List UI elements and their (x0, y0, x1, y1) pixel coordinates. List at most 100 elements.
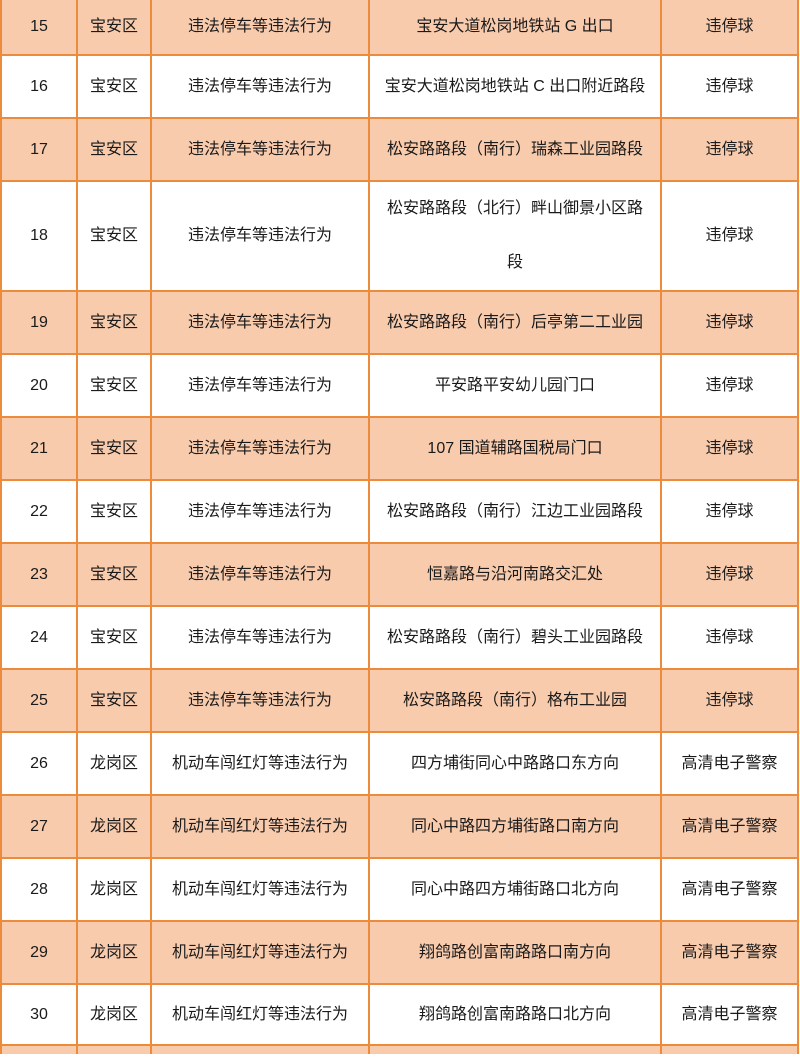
district-cell: 宝安区 (76, 117, 152, 182)
district-cell: 宝安区 (76, 542, 152, 607)
violation-type-cell: 违法停车等违法行为 (150, 180, 370, 292)
violation-type-cell: 违法停车等违法行为 (150, 668, 370, 733)
device-type-cell: 高清电子警察 (660, 857, 799, 922)
table-row: 15 宝安区 违法停车等违法行为 宝安大道松岗地铁站 G 出口 违停球 (0, 0, 799, 56)
location-cell (368, 1044, 662, 1054)
location-cell: 松安路路段（北行）畔山御景小区路段 (368, 180, 662, 292)
district-cell: 宝安区 (76, 353, 152, 418)
location-cell: 翔鸽路创富南路路口南方向 (368, 920, 662, 985)
district-cell: 龙岗区 (76, 983, 152, 1046)
district-cell: 宝安区 (76, 0, 152, 56)
table-row: 22 宝安区 违法停车等违法行为 松安路路段（南行）江边工业园路段 违停球 (0, 479, 799, 544)
location-cell: 四方埔街同心中路路口东方向 (368, 731, 662, 796)
violation-type-cell: 机动车闯红灯等违法行为 (150, 794, 370, 859)
device-type-cell: 高清电子警察 (660, 983, 799, 1046)
district-cell: 宝安区 (76, 479, 152, 544)
row-number-cell: 25 (0, 668, 78, 733)
location-cell: 松安路路段（南行）后亭第二工业园 (368, 290, 662, 355)
table-row: 25 宝安区 违法停车等违法行为 松安路路段（南行）格布工业园 违停球 (0, 668, 799, 733)
location-cell: 同心中路四方埔街路口南方向 (368, 794, 662, 859)
table-row: 21 宝安区 违法停车等违法行为 107 国道辅路国税局门口 违停球 (0, 416, 799, 481)
violation-type-cell: 违法停车等违法行为 (150, 479, 370, 544)
device-type-cell: 违停球 (660, 117, 799, 182)
row-number-cell: 28 (0, 857, 78, 922)
location-cell: 宝安大道松岗地铁站 C 出口附近路段 (368, 54, 662, 119)
row-number-cell (0, 1044, 78, 1054)
row-number-cell: 22 (0, 479, 78, 544)
violation-type-cell: 机动车闯红灯等违法行为 (150, 857, 370, 922)
violation-type-cell: 机动车闯红灯等违法行为 (150, 731, 370, 796)
device-type-cell (660, 1044, 799, 1054)
violation-type-cell: 违法停车等违法行为 (150, 353, 370, 418)
violation-type-cell: 违法停车等违法行为 (150, 416, 370, 481)
violation-type-cell: 违法停车等违法行为 (150, 542, 370, 607)
location-cell: 107 国道辅路国税局门口 (368, 416, 662, 481)
district-cell: 宝安区 (76, 416, 152, 481)
district-cell: 宝安区 (76, 290, 152, 355)
device-type-cell: 违停球 (660, 668, 799, 733)
location-cell: 同心中路四方埔街路口北方向 (368, 857, 662, 922)
device-type-cell: 违停球 (660, 605, 799, 670)
violation-type-cell: 违法停车等违法行为 (150, 54, 370, 119)
location-cell: 恒嘉路与沿河南路交汇处 (368, 542, 662, 607)
district-cell: 龙岗区 (76, 920, 152, 985)
table-row: 28 龙岗区 机动车闯红灯等违法行为 同心中路四方埔街路口北方向 高清电子警察 (0, 857, 799, 922)
row-number-cell: 21 (0, 416, 78, 481)
location-cell: 松安路路段（南行）瑞森工业园路段 (368, 117, 662, 182)
table-row: 19 宝安区 违法停车等违法行为 松安路路段（南行）后亭第二工业园 违停球 (0, 290, 799, 355)
location-cell: 松安路路段（南行）碧头工业园路段 (368, 605, 662, 670)
row-number-cell: 19 (0, 290, 78, 355)
row-number-cell: 16 (0, 54, 78, 119)
device-type-cell: 违停球 (660, 54, 799, 119)
district-cell (76, 1044, 152, 1054)
district-cell: 龙岗区 (76, 731, 152, 796)
table-row: 18 宝安区 违法停车等违法行为 松安路路段（北行）畔山御景小区路段 违停球 (0, 180, 799, 292)
device-type-cell: 高清电子警察 (660, 731, 799, 796)
district-cell: 宝安区 (76, 54, 152, 119)
table-row: 26 龙岗区 机动车闯红灯等违法行为 四方埔街同心中路路口东方向 高清电子警察 (0, 731, 799, 796)
device-type-cell: 高清电子警察 (660, 794, 799, 859)
district-cell: 龙岗区 (76, 857, 152, 922)
location-cell: 宝安大道松岗地铁站 G 出口 (368, 0, 662, 56)
violation-type-cell: 机动车闯红灯等违法行为 (150, 983, 370, 1046)
district-cell: 龙岗区 (76, 794, 152, 859)
row-number-cell: 18 (0, 180, 78, 292)
table-row: 16 宝安区 违法停车等违法行为 宝安大道松岗地铁站 C 出口附近路段 违停球 (0, 54, 799, 119)
location-cell: 翔鸽路创富南路路口北方向 (368, 983, 662, 1046)
district-cell: 宝安区 (76, 180, 152, 292)
violation-type-cell: 违法停车等违法行为 (150, 290, 370, 355)
device-type-cell: 违停球 (660, 0, 799, 56)
location-cell: 松安路路段（南行）江边工业园路段 (368, 479, 662, 544)
row-number-cell: 20 (0, 353, 78, 418)
table-row: 23 宝安区 违法停车等违法行为 恒嘉路与沿河南路交汇处 违停球 (0, 542, 799, 607)
row-number-cell: 29 (0, 920, 78, 985)
table-row: 27 龙岗区 机动车闯红灯等违法行为 同心中路四方埔街路口南方向 高清电子警察 (0, 794, 799, 859)
device-type-cell: 违停球 (660, 290, 799, 355)
row-number-cell: 17 (0, 117, 78, 182)
table-row: 29 龙岗区 机动车闯红灯等违法行为 翔鸽路创富南路路口南方向 高清电子警察 (0, 920, 799, 985)
district-cell: 宝安区 (76, 605, 152, 670)
district-cell: 宝安区 (76, 668, 152, 733)
device-type-cell: 违停球 (660, 416, 799, 481)
device-type-cell: 违停球 (660, 353, 799, 418)
table-row-partial (0, 1044, 799, 1054)
violation-type-cell: 违法停车等违法行为 (150, 605, 370, 670)
table-row: 24 宝安区 违法停车等违法行为 松安路路段（南行）碧头工业园路段 违停球 (0, 605, 799, 670)
violation-type-cell: 违法停车等违法行为 (150, 117, 370, 182)
table-row: 30 龙岗区 机动车闯红灯等违法行为 翔鸽路创富南路路口北方向 高清电子警察 (0, 983, 799, 1046)
row-number-cell: 23 (0, 542, 78, 607)
table-row: 20 宝安区 违法停车等违法行为 平安路平安幼儿园门口 违停球 (0, 353, 799, 418)
violation-type-cell: 机动车闯红灯等违法行为 (150, 920, 370, 985)
row-number-cell: 26 (0, 731, 78, 796)
location-cell: 松安路路段（南行）格布工业园 (368, 668, 662, 733)
device-type-cell: 违停球 (660, 542, 799, 607)
violation-type-cell (150, 1044, 370, 1054)
device-type-cell: 高清电子警察 (660, 920, 799, 985)
row-number-cell: 15 (0, 0, 78, 56)
row-number-cell: 30 (0, 983, 78, 1046)
device-type-cell: 违停球 (660, 479, 799, 544)
table-row: 17 宝安区 违法停车等违法行为 松安路路段（南行）瑞森工业园路段 违停球 (0, 117, 799, 182)
violation-type-cell: 违法停车等违法行为 (150, 0, 370, 56)
